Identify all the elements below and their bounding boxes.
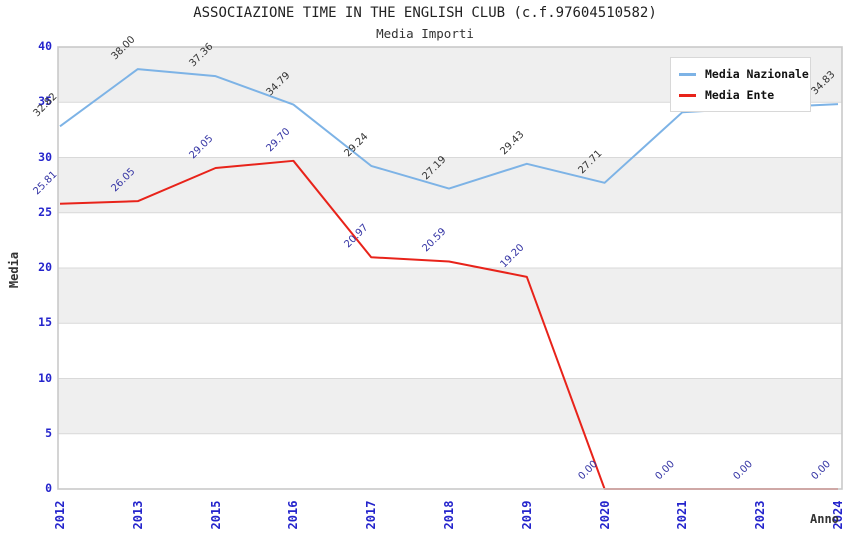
x-tick-label: 2021 [675, 500, 690, 530]
x-tick-label: 2016 [286, 500, 301, 530]
y-tick-label: 15 [38, 315, 52, 330]
background-band [58, 433, 842, 489]
y-tick-label: 35 [38, 94, 52, 109]
background-band [58, 323, 842, 379]
y-tick-label: 30 [38, 149, 52, 164]
x-tick-label: 2013 [130, 500, 145, 530]
media-nazionale-line-swatch [679, 72, 696, 76]
x-tick-label: 2023 [753, 500, 768, 530]
x-axis-title: Anno [810, 512, 839, 526]
legend: Media Nazionale Media Ente [670, 57, 811, 112]
y-tick-label: 25 [38, 204, 52, 219]
chart-subtitle: Media Importi [376, 26, 474, 41]
x-tick-label: 2012 [53, 500, 67, 530]
background-band [58, 212, 842, 268]
background-band [58, 157, 842, 213]
y-tick-label: 10 [38, 370, 52, 385]
x-tick-label: 2019 [519, 500, 534, 530]
y-tick-label: 20 [38, 260, 52, 274]
plot-frame [57, 46, 843, 490]
background-band [58, 268, 842, 324]
background-band [58, 378, 842, 434]
x-tick-label: 2017 [364, 500, 379, 530]
legend-label-media-ente: Media Ente [705, 88, 775, 102]
legend-label-media-nazionale: Media Nazionale [705, 67, 809, 81]
media-ente-line-swatch [679, 93, 696, 97]
legend-item-media-ente: Media Ente [679, 88, 802, 102]
y-tick-label: 5 [45, 425, 52, 440]
y-tick-label: 0 [45, 481, 52, 495]
legend-item-media-nazionale: Media Nazionale [679, 67, 809, 81]
x-tick-label: 2018 [442, 500, 456, 530]
x-tick-label: 2015 [208, 500, 223, 530]
x-tick-label: 2020 [597, 500, 612, 530]
chart-title: ASSOCIAZIONE TIME IN THE ENGLISH CLUB (c… [193, 5, 657, 21]
y-tick-label: 40 [38, 39, 52, 53]
